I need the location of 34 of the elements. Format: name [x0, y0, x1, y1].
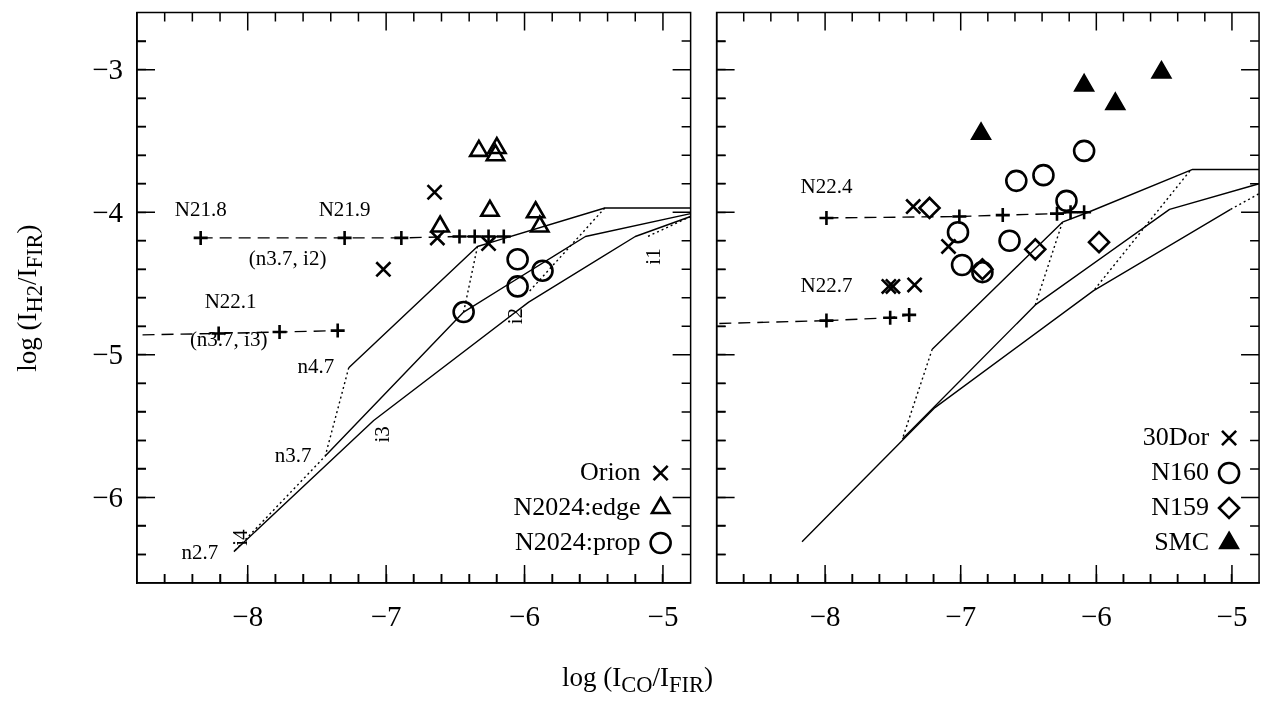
annotation: N22.4: [800, 174, 853, 199]
annotation: N21.8: [174, 197, 227, 222]
x-tick-label: −6: [1080, 600, 1112, 633]
annotation: n3.7: [274, 442, 312, 467]
x-tick-label: −7: [370, 600, 402, 633]
legend-label: N159: [1151, 491, 1210, 521]
y-tick-label: −3: [92, 53, 123, 86]
y-tick-label: −5: [92, 338, 123, 371]
legend-label: Orion: [579, 456, 641, 486]
x-axis-title: log (I$_{CO}$/I$_{FIR}$): [561, 662, 714, 699]
annotation: i1: [641, 248, 666, 265]
x-tick-label: −8: [232, 600, 264, 633]
legend-label: N2024:prop: [514, 526, 641, 556]
legend-label: N160: [1151, 456, 1210, 486]
y-tick-label: −4: [92, 195, 124, 228]
x-tick-label: −5: [1216, 600, 1248, 633]
legend-label: SMC: [1154, 526, 1210, 556]
x-tick-label: −7: [945, 600, 977, 633]
annotation: (n3.7, i3): [189, 326, 268, 351]
annotation: i4: [228, 528, 253, 546]
annotation: i3: [370, 426, 395, 443]
annotation: i2: [503, 307, 528, 325]
x-tick-label: −8: [809, 600, 841, 633]
legend-label: N2024:edge: [513, 491, 641, 521]
annotation: N21.9: [318, 197, 371, 222]
annotation: n2.7: [181, 540, 219, 565]
annotation: n4.7: [297, 354, 335, 379]
legend-label: 30Dor: [1142, 421, 1210, 451]
y-tick-label: −6: [92, 480, 123, 513]
x-tick-label: −6: [509, 600, 540, 633]
annotation: N22.7: [800, 273, 853, 298]
annotation: N22.1: [204, 288, 257, 313]
annotation: (n3.7, i2): [248, 246, 327, 271]
x-tick-label: −5: [647, 600, 679, 633]
